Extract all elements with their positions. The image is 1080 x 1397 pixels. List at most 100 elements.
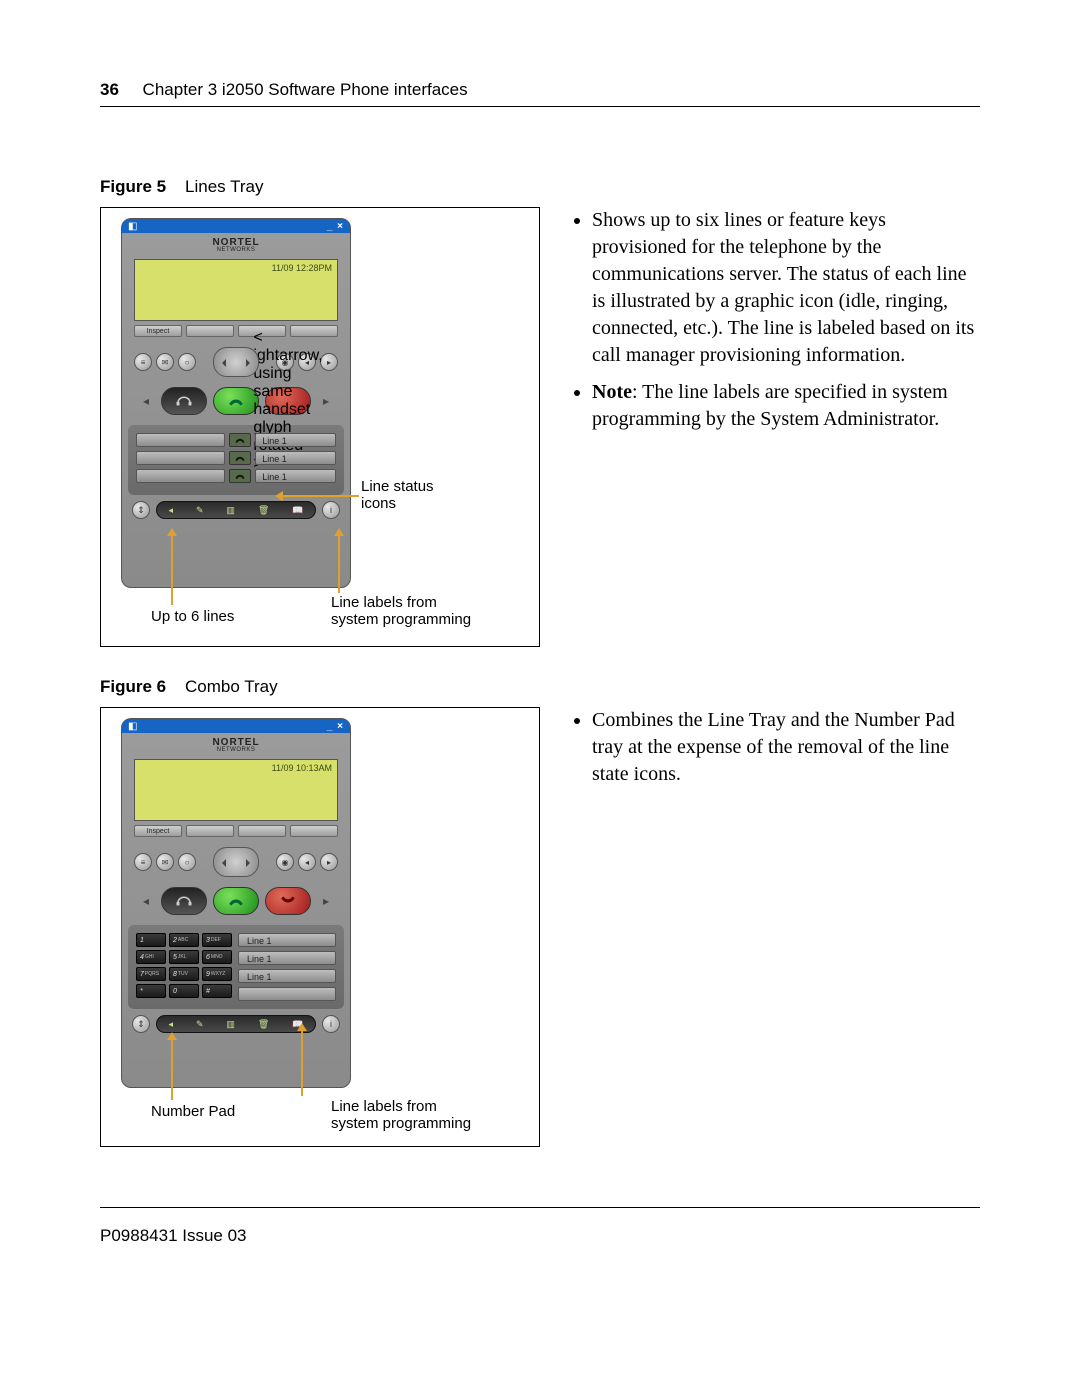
numkey-2[interactable]: 2ABC <box>169 933 199 947</box>
softkey-4[interactable] <box>290 825 338 837</box>
figure6-caption: Figure 6 Combo Tray <box>100 677 980 697</box>
numkey-3[interactable]: 3DEF <box>202 933 232 947</box>
numkey-5[interactable]: 5JKL <box>169 950 199 964</box>
tool-icon[interactable]: ✎ <box>196 505 204 516</box>
nav-pad[interactable] <box>213 347 259 377</box>
softkey-2[interactable] <box>186 825 234 837</box>
window-titlebar[interactable]: ◧ _ × <box>122 219 350 233</box>
figure6-row: ◧ _ × NORTEL NETWORKS 11/09 10:13AM Insp… <box>100 707 980 1147</box>
line-slot-empty[interactable] <box>136 433 225 447</box>
msg-button[interactable]: ✉ <box>156 853 174 871</box>
tool-icon[interactable]: ▥ <box>226 1019 235 1030</box>
answer-button[interactable] <box>213 887 259 915</box>
phone-status-icon <box>229 433 251 447</box>
combo-line-3[interactable]: Line 1 <box>238 969 336 983</box>
bottom-toolbar: ⇕ ◂ ✎ ▥ 🗑 📖 i <box>122 1009 350 1041</box>
figure6-desc: Combines the Line Tray and the Number Pa… <box>570 707 980 798</box>
datetime-label: 11/09 12:28PM <box>272 263 332 273</box>
tool-icon[interactable]: ▥ <box>226 505 235 516</box>
numkey-0[interactable]: 0 <box>169 984 199 998</box>
doc-id: P0988431 Issue 03 <box>100 1226 247 1245</box>
numkey-8[interactable]: 8TUV <box>169 967 199 981</box>
app-icon: ◧ <box>128 221 137 232</box>
menu-button[interactable]: ≡ <box>134 853 152 871</box>
tool-pill[interactable]: ◂ ✎ ▥ 🗑 📖 <box>156 501 316 519</box>
numkey-9[interactable]: 9WXYZ <box>202 967 232 981</box>
softkey-inspect[interactable]: Inspect <box>134 325 182 337</box>
tool-icon[interactable]: ◂ <box>168 505 173 516</box>
softkey-inspect[interactable]: Inspect <box>134 825 182 837</box>
msg-button[interactable]: ✉ <box>156 353 174 371</box>
circle-button[interactable]: ○ <box>178 353 196 371</box>
softkey-3[interactable] <box>238 825 286 837</box>
tool-pill[interactable]: ◂ ✎ ▥ 🗑 📖 <box>156 1015 316 1033</box>
line-label-3[interactable]: Line 1 <box>255 469 336 483</box>
circle-button[interactable]: ○ <box>178 853 196 871</box>
tool-icon[interactable]: ✎ <box>196 1019 204 1030</box>
call-row: ◂ < ightarrow, using same handset glyph … <box>122 383 350 425</box>
tool-icon[interactable]: 🗑 <box>258 505 269 516</box>
softkey-2[interactable] <box>186 325 234 337</box>
lcd-screen: 11/09 12:28PM <box>134 259 338 321</box>
line-label-2[interactable]: Line 1 <box>255 451 336 465</box>
figure6-label: Figure 6 <box>100 677 166 696</box>
prev-arrow-icon[interactable]: ◂ <box>137 394 155 408</box>
tool-icon[interactable]: 🗑 <box>258 1019 269 1030</box>
softkey-row: Inspect <box>122 825 350 837</box>
headset-button[interactable] <box>161 887 207 915</box>
menu-button[interactable]: ≡ <box>134 353 152 371</box>
arrow-head-icon <box>167 1032 177 1040</box>
figure5-caption: Figure 5 Lines Tray <box>100 177 980 197</box>
tool-icon[interactable]: 📖 <box>292 505 303 516</box>
expand-button[interactable]: ⇕ <box>132 1015 150 1033</box>
phone-widget-combo: ◧ _ × NORTEL NETWORKS 11/09 10:13AM Insp… <box>121 718 351 1088</box>
figure5-box: ◧ _ × NORTEL NETWORKS 11/09 12:28PM Insp… <box>100 207 540 647</box>
annot-number-pad: Number Pad <box>151 1103 235 1120</box>
line-slot-empty[interactable] <box>136 469 225 483</box>
window-controls[interactable]: _ × <box>327 221 344 232</box>
numkey-#[interactable]: # <box>202 984 232 998</box>
window-titlebar[interactable]: ◧ _ × <box>122 719 350 733</box>
line-label-1[interactable]: Line 1 <box>255 433 336 447</box>
nav-pad[interactable] <box>213 847 259 877</box>
vol-button[interactable]: ◉ <box>276 853 294 871</box>
page-header: 36 Chapter 3 i2050 Software Phone interf… <box>100 80 980 107</box>
info-button[interactable]: i <box>322 1015 340 1033</box>
combo-line-2[interactable]: Line 1 <box>238 951 336 965</box>
figure5-label: Figure 5 <box>100 177 166 196</box>
figure5-title: Lines Tray <box>185 177 263 196</box>
arrow-line <box>338 533 340 593</box>
prev-arrow-icon[interactable]: ◂ <box>137 894 155 908</box>
numkey-4[interactable]: 4GHI <box>136 950 166 964</box>
page: 36 Chapter 3 i2050 Software Phone interf… <box>0 0 1080 1286</box>
headset-button[interactable] <box>161 387 207 415</box>
numkey-7[interactable]: 7PQRS <box>136 967 166 981</box>
info-button[interactable]: i <box>322 501 340 519</box>
brand-sub: NETWORKS <box>122 247 350 253</box>
numkey-1[interactable]: 1 <box>136 933 166 947</box>
note-prefix: Note <box>592 381 632 403</box>
answer-button[interactable] <box>213 387 259 415</box>
phone-status-icon <box>229 451 251 465</box>
arrow-line <box>171 533 173 605</box>
number-pad: 12ABC3DEF 4GHI5JKL6MNO 7PQRS8TUV9WXYZ *0# <box>136 933 232 1001</box>
brand-label: NORTEL NETWORKS <box>122 233 350 253</box>
combo-line-blank[interactable]: . <box>238 987 336 1001</box>
arrow-head-icon <box>297 1023 307 1031</box>
numkey-*[interactable]: * <box>136 984 166 998</box>
hangup-button[interactable]: < ightarrow, using same handset glyph ro… <box>265 387 311 415</box>
arrow-head-icon <box>275 491 283 501</box>
numkey-6[interactable]: 6MNO <box>202 950 232 964</box>
line-slot-empty[interactable] <box>136 451 225 465</box>
next-arrow-icon[interactable]: ▸ <box>317 394 335 408</box>
window-controls[interactable]: _ × <box>327 721 344 732</box>
line-row-1: Line 1 <box>136 433 336 447</box>
vol-up-button[interactable]: ▸ <box>320 853 338 871</box>
hangup-button[interactable] <box>265 887 311 915</box>
next-arrow-icon[interactable]: ▸ <box>317 894 335 908</box>
vol-down-button[interactable]: ◂ <box>298 853 316 871</box>
figure6-title: Combo Tray <box>185 677 278 696</box>
expand-button[interactable]: ⇕ <box>132 501 150 519</box>
tool-icon[interactable]: ◂ <box>168 1019 173 1030</box>
combo-line-1[interactable]: Line 1 <box>238 933 336 947</box>
